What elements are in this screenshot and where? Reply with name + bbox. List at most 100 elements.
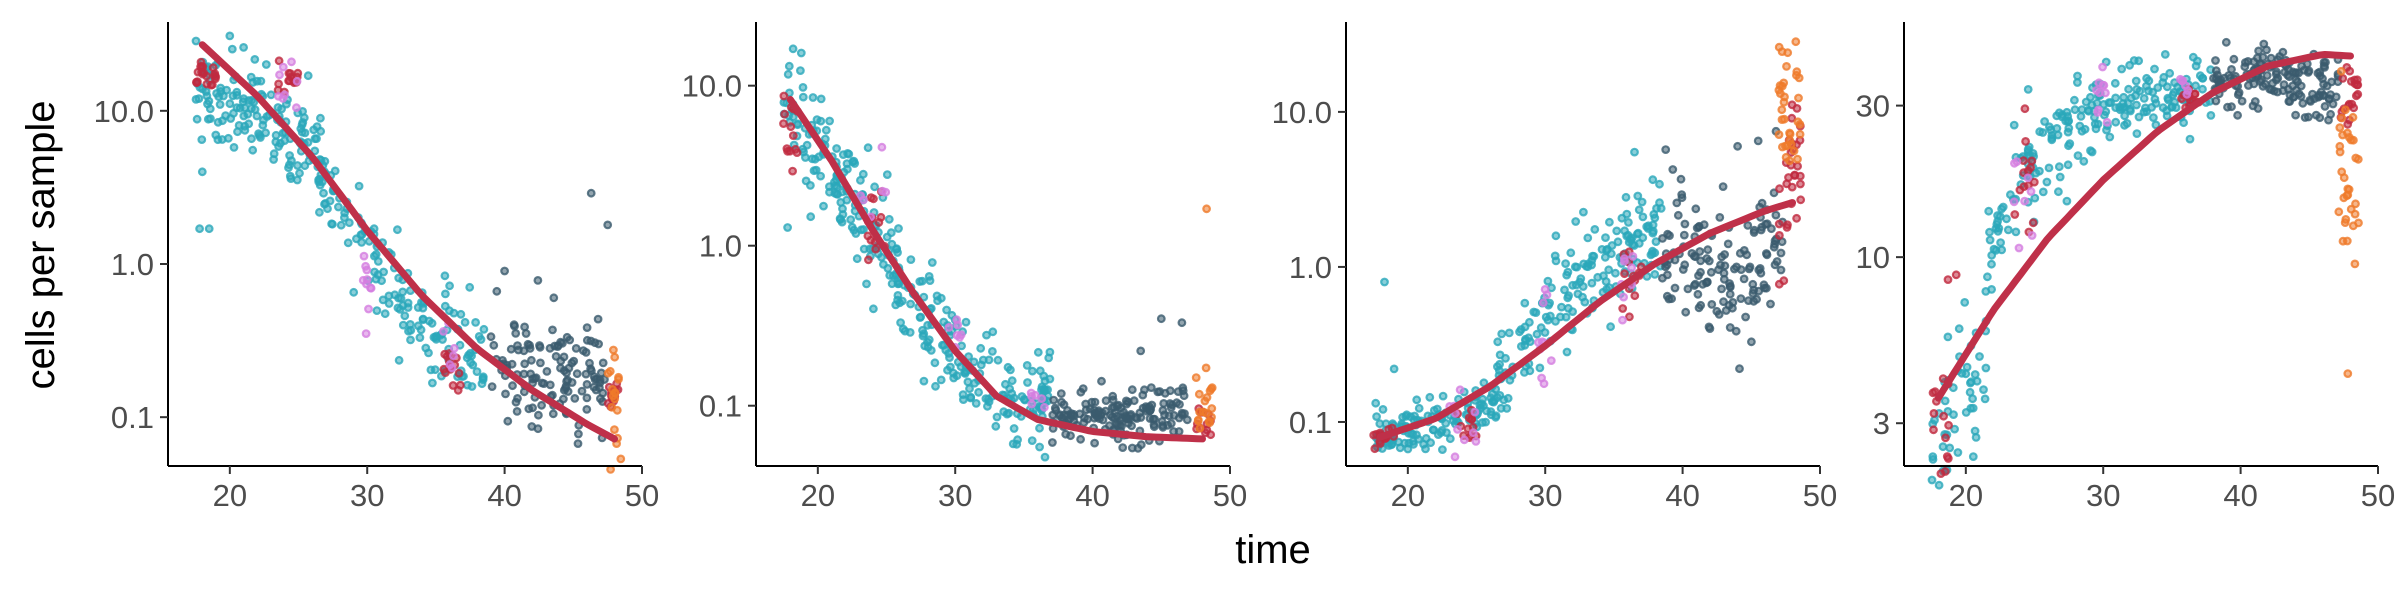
data-point <box>2334 207 2344 217</box>
data-point <box>1661 145 1671 155</box>
data-point <box>1699 220 1709 230</box>
data-point <box>2142 73 2152 83</box>
data-point <box>1707 300 1717 309</box>
data-point <box>1941 433 1950 443</box>
data-point <box>577 386 587 396</box>
data-point <box>358 275 368 285</box>
data-point <box>191 36 201 46</box>
data-point <box>463 380 472 390</box>
data-point <box>449 343 459 353</box>
data-point <box>938 340 947 350</box>
data-point <box>1520 298 1530 308</box>
data-point <box>2198 84 2207 94</box>
data-point <box>1568 280 1577 290</box>
data-point <box>955 333 964 342</box>
data-point <box>1634 205 1644 215</box>
y-tick-label: 1.0 <box>1289 250 1332 285</box>
data-point <box>1648 246 1657 256</box>
data-point <box>2160 50 2170 59</box>
data-point <box>877 252 886 262</box>
data-point <box>2111 93 2121 103</box>
data-point <box>1795 179 1805 189</box>
data-point <box>2035 127 2045 137</box>
x-tick-label: 40 <box>2223 478 2257 513</box>
data-point <box>2076 111 2086 121</box>
data-point <box>876 212 886 222</box>
data-point <box>974 387 983 397</box>
data-point <box>478 372 488 382</box>
data-point <box>1719 274 1729 284</box>
data-point <box>1624 312 1634 322</box>
data-point <box>1680 219 1690 229</box>
data-point <box>400 311 410 321</box>
data-point <box>1146 383 1156 393</box>
data-point <box>465 282 475 292</box>
data-point <box>472 367 482 377</box>
data-point <box>256 76 266 86</box>
data-point <box>594 339 603 349</box>
data-point <box>448 381 458 390</box>
data-point <box>600 375 609 384</box>
data-point <box>1637 197 1647 207</box>
x-axis-title: time <box>1235 528 1311 572</box>
data-point <box>1009 424 1019 433</box>
data-point <box>944 349 954 358</box>
data-point <box>1628 251 1638 261</box>
data-point <box>1207 383 1217 393</box>
data-point <box>779 91 789 101</box>
data-point <box>1400 438 1410 448</box>
data-point <box>195 224 205 234</box>
fit-line <box>1376 199 1796 441</box>
data-point <box>936 375 946 385</box>
data-point <box>303 71 313 81</box>
data-point <box>891 244 901 254</box>
data-point <box>952 315 962 325</box>
data-point <box>1166 403 1176 413</box>
data-point <box>1610 268 1620 278</box>
data-point <box>859 195 868 205</box>
data-point <box>1023 378 1032 387</box>
data-point <box>1429 425 1439 435</box>
data-point <box>2350 75 2360 85</box>
data-point <box>548 325 557 335</box>
data-point <box>327 219 337 229</box>
data-point <box>1378 405 1388 414</box>
data-point <box>292 76 302 86</box>
data-point <box>896 318 905 328</box>
data-point <box>1612 226 1622 236</box>
data-point <box>1787 182 1797 192</box>
data-point <box>1996 238 2005 248</box>
data-point <box>1057 397 1066 407</box>
data-point <box>1101 396 1111 406</box>
fit-line <box>786 96 1206 443</box>
data-point <box>201 87 211 96</box>
data-point <box>784 61 794 71</box>
data-point <box>2259 39 2269 49</box>
data-point <box>884 214 894 224</box>
data-point <box>460 317 470 327</box>
data-point <box>1105 421 1114 431</box>
data-point <box>1703 245 1713 255</box>
data-point <box>1770 260 1780 270</box>
data-point <box>1962 362 1972 372</box>
data-point <box>2038 187 2048 197</box>
data-point <box>816 94 826 104</box>
data-point <box>1745 262 1755 272</box>
data-point <box>2111 117 2121 127</box>
data-point <box>336 220 346 230</box>
data-point <box>2102 125 2111 135</box>
data-point <box>2211 96 2221 106</box>
data-point <box>2027 231 2037 240</box>
data-point <box>992 412 1002 422</box>
data-point <box>1467 415 1476 424</box>
data-point <box>843 148 852 158</box>
data-point <box>936 293 946 303</box>
data-point <box>1561 259 1570 269</box>
data-point <box>1927 475 1937 485</box>
data-point <box>2102 117 2112 127</box>
data-point <box>1943 332 1953 342</box>
y-tick-label: 10 <box>1856 240 1890 275</box>
data-point <box>1035 366 1045 376</box>
data-point <box>1035 423 1044 433</box>
data-point <box>357 237 367 247</box>
